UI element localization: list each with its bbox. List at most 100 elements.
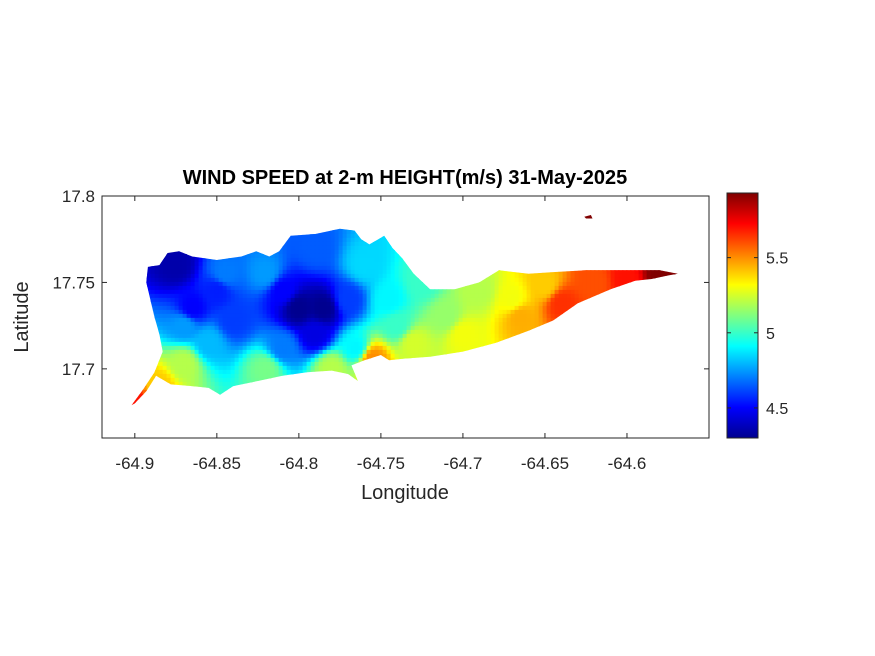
field-cell bbox=[230, 333, 236, 339]
field-cell bbox=[334, 357, 340, 363]
field-cell bbox=[342, 353, 348, 359]
field-cell bbox=[542, 309, 548, 315]
field-cell bbox=[426, 305, 432, 311]
field-cell bbox=[186, 337, 192, 343]
field-cell bbox=[590, 281, 596, 287]
field-cell bbox=[286, 257, 292, 263]
field-cell bbox=[534, 297, 540, 303]
field-cell bbox=[146, 281, 152, 287]
field-cell bbox=[418, 305, 424, 311]
field-cell bbox=[170, 321, 176, 327]
field-cell bbox=[410, 297, 416, 303]
field-cell bbox=[474, 341, 480, 347]
field-cell bbox=[358, 281, 364, 287]
field-cell bbox=[238, 325, 244, 331]
field-cell bbox=[314, 329, 320, 335]
field-cell bbox=[414, 325, 420, 331]
field-cell bbox=[562, 273, 568, 279]
field-cell bbox=[234, 261, 240, 267]
field-cell bbox=[406, 325, 412, 331]
field-cell bbox=[570, 289, 576, 295]
field-cell bbox=[166, 337, 172, 343]
field-cell bbox=[346, 309, 352, 315]
field-cell bbox=[598, 281, 604, 287]
field-cell bbox=[314, 281, 320, 287]
field-cell bbox=[326, 249, 332, 255]
field-cell bbox=[318, 241, 324, 247]
field-cell bbox=[146, 277, 152, 283]
field-cell bbox=[182, 301, 188, 307]
field-cell bbox=[322, 233, 328, 239]
field-cell bbox=[294, 349, 300, 355]
field-cell bbox=[166, 257, 172, 263]
field-cell bbox=[578, 273, 584, 279]
field-cell bbox=[342, 273, 348, 279]
field-cell bbox=[358, 333, 364, 339]
field-cell bbox=[158, 289, 164, 295]
field-cell bbox=[378, 321, 384, 327]
field-cell bbox=[498, 269, 504, 275]
field-cell bbox=[374, 281, 380, 287]
field-cell bbox=[190, 265, 196, 271]
field-cell bbox=[414, 353, 420, 359]
field-cell bbox=[238, 349, 244, 355]
field-cell bbox=[354, 333, 360, 339]
field-cell bbox=[306, 237, 312, 243]
field-cell bbox=[482, 305, 488, 311]
field-cell bbox=[310, 277, 316, 283]
field-cell bbox=[458, 293, 464, 299]
field-cell bbox=[538, 293, 544, 299]
field-cell bbox=[378, 245, 384, 251]
field-cell bbox=[202, 361, 208, 367]
field-cell bbox=[190, 325, 196, 331]
field-cell bbox=[262, 325, 268, 331]
field-cell bbox=[286, 289, 292, 295]
field-cell bbox=[406, 317, 412, 323]
field-cell bbox=[366, 305, 372, 311]
field-cell bbox=[366, 337, 372, 343]
field-cell bbox=[334, 297, 340, 303]
field-cell bbox=[502, 305, 508, 311]
field-cell bbox=[394, 293, 400, 299]
field-cell bbox=[410, 333, 416, 339]
field-cell bbox=[550, 313, 556, 319]
field-cell bbox=[330, 293, 336, 299]
field-cell bbox=[314, 285, 320, 291]
field-cell bbox=[346, 277, 352, 283]
field-cell bbox=[278, 313, 284, 319]
field-cell bbox=[534, 277, 540, 283]
field-cell bbox=[398, 261, 404, 267]
field-cell bbox=[282, 353, 288, 359]
field-cell bbox=[410, 289, 416, 295]
field-cell bbox=[386, 301, 392, 307]
field-cell bbox=[198, 261, 204, 267]
field-cell bbox=[486, 333, 492, 339]
field-cell bbox=[182, 261, 188, 267]
field-cell bbox=[262, 269, 268, 275]
field-cell bbox=[402, 353, 408, 359]
field-cell bbox=[278, 257, 284, 263]
field-cell bbox=[194, 269, 200, 275]
field-cell bbox=[390, 277, 396, 283]
field-cell bbox=[354, 277, 360, 283]
field-cell bbox=[222, 349, 228, 355]
field-cell bbox=[326, 353, 332, 359]
field-cell bbox=[326, 345, 332, 351]
field-cell bbox=[298, 305, 304, 311]
field-cell bbox=[274, 349, 280, 355]
field-cell bbox=[322, 341, 328, 347]
field-cell bbox=[238, 341, 244, 347]
field-cell bbox=[242, 289, 248, 295]
field-cell bbox=[174, 333, 180, 339]
field-cell bbox=[370, 285, 376, 291]
field-cell bbox=[158, 281, 164, 287]
field-cell bbox=[434, 345, 440, 351]
field-cell bbox=[222, 317, 228, 323]
field-cell bbox=[350, 333, 356, 339]
field-cell bbox=[226, 349, 232, 355]
field-cell bbox=[498, 321, 504, 327]
field-cell bbox=[330, 353, 336, 359]
field-cell bbox=[166, 329, 172, 335]
field-cell bbox=[378, 249, 384, 255]
field-cell bbox=[194, 305, 200, 311]
